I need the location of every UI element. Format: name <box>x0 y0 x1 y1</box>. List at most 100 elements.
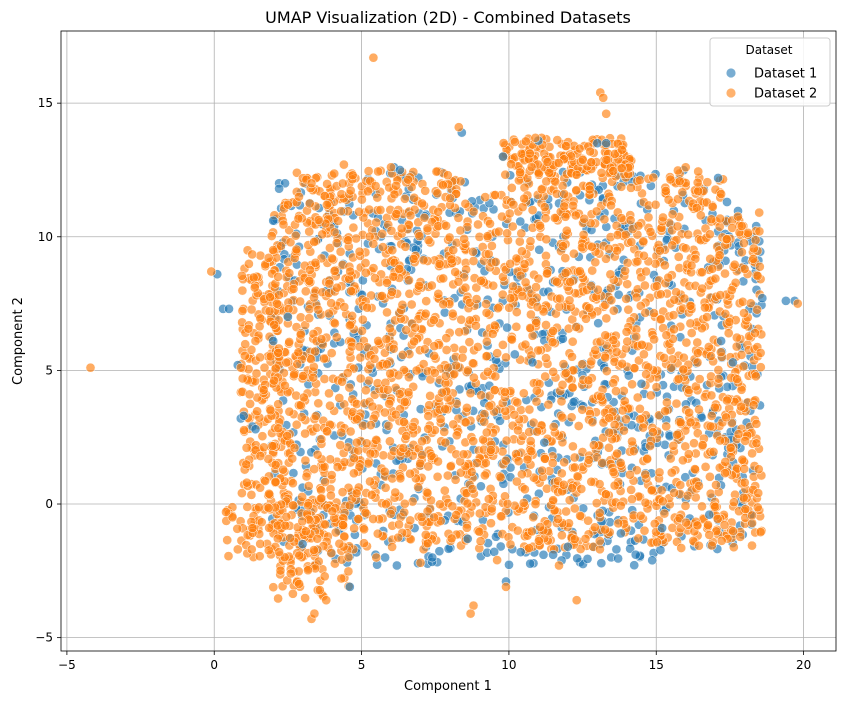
scatter-point <box>450 474 461 485</box>
scatter-point <box>596 168 607 178</box>
scatter-point <box>586 281 596 291</box>
scatter-point <box>316 334 327 344</box>
scatter-point <box>638 236 649 247</box>
scatter-point <box>274 290 284 300</box>
scatter-point <box>422 223 433 234</box>
scatter-point <box>460 198 471 209</box>
scatter-point <box>237 373 248 384</box>
scatter-point <box>755 348 766 358</box>
scatter-point <box>525 236 536 247</box>
scatter-point <box>753 488 764 498</box>
scatter-point <box>577 404 588 415</box>
scatter-point <box>704 530 715 540</box>
scatter-point-dataset-1 <box>722 197 732 207</box>
scatter-point <box>622 336 633 347</box>
scatter-point <box>645 441 655 451</box>
scatter-point <box>468 256 479 266</box>
scatter-point <box>467 484 478 494</box>
legend-marker-dataset-1 <box>725 67 737 79</box>
scatter-point <box>363 186 373 197</box>
scatter-point <box>495 415 505 426</box>
x-axis-label: Component 1 <box>404 679 492 694</box>
scatter-point <box>558 359 569 369</box>
scatter-point <box>668 310 679 320</box>
scatter-point <box>349 453 360 464</box>
scatter-point <box>297 516 308 527</box>
scatter-point <box>273 271 283 282</box>
scatter-point <box>354 246 365 257</box>
scatter-point <box>663 194 674 205</box>
scatter-point <box>245 399 255 409</box>
scatter-point-dataset-2 <box>415 557 426 568</box>
scatter-point <box>378 450 389 461</box>
scatter-point <box>474 508 485 519</box>
scatter-point <box>244 259 254 269</box>
scatter-point <box>720 268 730 279</box>
scatter-point <box>738 492 749 503</box>
scatter-point <box>325 454 336 465</box>
scatter-point <box>403 387 414 398</box>
scatter-point <box>591 206 602 217</box>
scatter-point <box>604 413 615 423</box>
scatter-point <box>379 466 390 477</box>
scatter-point <box>476 390 486 401</box>
scatter-point <box>612 448 623 459</box>
scatter-point <box>393 370 404 381</box>
scatter-point <box>469 372 479 383</box>
scatter-point <box>369 353 380 364</box>
scatter-point <box>357 314 368 325</box>
scatter-point <box>405 210 416 221</box>
scatter-point <box>371 435 382 445</box>
scatter-point <box>616 213 627 223</box>
scatter-point <box>440 437 451 448</box>
scatter-point <box>669 324 679 335</box>
scatter-point <box>365 420 376 430</box>
scatter-point <box>337 376 347 387</box>
scatter-point <box>595 544 605 555</box>
point-cloud <box>221 133 767 604</box>
scatter-point <box>576 484 587 494</box>
scatter-point <box>512 476 522 487</box>
scatter-point <box>716 535 727 546</box>
scatter-point <box>750 328 760 338</box>
y-axis-ticks: −5 0 5 10 15 <box>35 96 61 645</box>
scatter-point <box>594 508 605 518</box>
scatter-point <box>675 480 686 490</box>
scatter-point <box>294 191 304 202</box>
scatter-point <box>714 221 725 232</box>
scatter-point <box>621 294 632 304</box>
scatter-point <box>587 241 597 252</box>
scatter-point <box>489 385 500 395</box>
scatter-point <box>553 514 563 524</box>
scatter-point <box>577 154 588 165</box>
scatter-point <box>655 245 665 256</box>
scatter-point <box>639 349 649 360</box>
scatter-point <box>428 315 439 325</box>
scatter-point <box>312 449 323 460</box>
scatter-point <box>439 427 450 437</box>
scatter-point <box>729 497 739 508</box>
scatter-point <box>586 476 597 487</box>
x-tick-label: 5 <box>358 658 366 672</box>
scatter-point <box>398 417 409 427</box>
scatter-point <box>693 166 704 177</box>
scatter-point <box>291 244 302 255</box>
scatter-point <box>471 282 482 293</box>
scatter-point <box>604 243 614 254</box>
scatter-point <box>541 234 552 245</box>
scatter-point <box>334 393 345 403</box>
scatter-point <box>483 494 494 504</box>
scatter-point-dataset-1 <box>539 437 550 448</box>
scatter-point <box>590 345 601 356</box>
scatter-point <box>326 348 337 358</box>
scatter-point <box>273 399 284 410</box>
scatter-point <box>372 528 383 539</box>
scatter-point <box>513 425 523 436</box>
scatter-point <box>391 180 401 191</box>
scatter-point <box>486 445 496 455</box>
scatter-point <box>536 184 547 195</box>
scatter-point <box>479 417 490 427</box>
scatter-point <box>648 427 658 437</box>
scatter-point <box>404 275 414 286</box>
scatter-point <box>520 339 531 350</box>
